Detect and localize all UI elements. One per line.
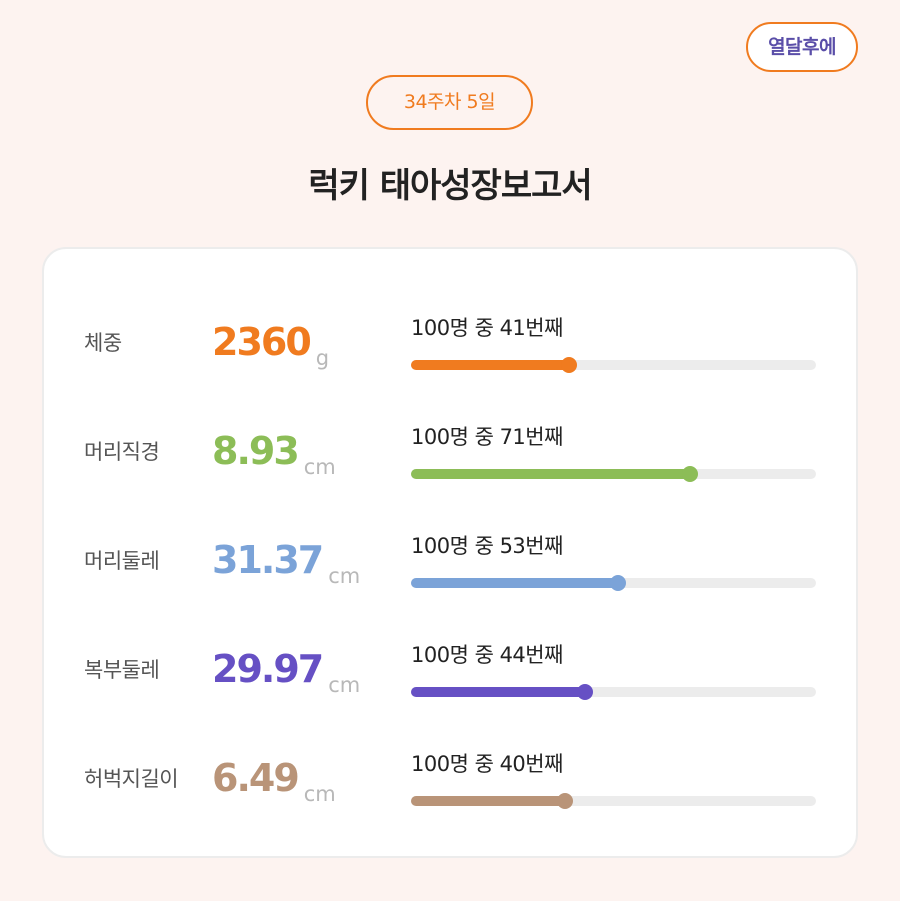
percentile-bar: [411, 466, 816, 482]
metric-row-head-circumference: 머리둘레 31.37 cm 100명 중 53번째: [44, 530, 856, 591]
metric-value: 8.93: [212, 429, 300, 473]
metric-rank-text: 100명 중 44번째: [411, 643, 563, 667]
percentile-bar: [411, 357, 816, 373]
metric-value: 6.49: [212, 756, 300, 800]
metric-label: 머리직경: [84, 440, 160, 464]
percentile-bar: [411, 684, 816, 700]
metric-rank-text: 100명 중 41번째: [411, 316, 563, 340]
metric-value: 2360: [212, 320, 312, 364]
percentile-marker: [609, 575, 626, 591]
metric-value-group: 29.97 cm: [212, 645, 360, 697]
metric-rank-text: 100명 중 40번째: [411, 752, 563, 776]
percentile-bar-fill: [411, 687, 586, 697]
metric-row-abdominal-circumference: 복부둘레 29.97 cm 100명 중 44번째: [44, 639, 856, 700]
page-title: 럭키 태아성장보고서: [308, 166, 592, 206]
metric-unit: g: [315, 346, 330, 370]
metric-value: 31.37: [212, 538, 324, 582]
metric-unit: cm: [328, 564, 361, 588]
metric-value-group: 6.49 cm: [212, 754, 336, 806]
percentile-marker: [577, 684, 594, 700]
metric-value: 29.97: [212, 647, 324, 691]
growth-report-card: 체중 2360 g 100명 중 41번째 머리직경 8.93 cm 100명 중 …: [42, 247, 858, 858]
metric-value-group: 2360 g: [212, 318, 329, 370]
metric-row-weight: 체중 2360 g 100명 중 41번째: [44, 312, 856, 373]
metric-label: 복부둘레: [84, 658, 160, 682]
percentile-bar: [411, 575, 816, 591]
percentile-marker: [560, 357, 577, 373]
percentile-bar-fill: [411, 469, 691, 479]
after-ten-months-button[interactable]: 열달후에: [746, 22, 858, 72]
percentile-bar-fill: [411, 360, 569, 370]
metric-value-group: 8.93 cm: [212, 427, 336, 479]
metric-unit: cm: [303, 455, 336, 479]
week-day-badge: 34주차 5일: [366, 75, 533, 130]
percentile-bar: [411, 793, 816, 809]
metric-rank-text: 100명 중 53번째: [411, 534, 563, 558]
metric-label: 체중: [84, 331, 122, 355]
percentile-bar-fill: [411, 578, 618, 588]
percentile-marker: [556, 793, 573, 809]
metric-row-head-diameter: 머리직경 8.93 cm 100명 중 71번째: [44, 421, 856, 482]
metric-label: 허벅지길이: [84, 767, 179, 791]
percentile-marker: [682, 466, 699, 482]
metric-unit: cm: [303, 782, 336, 806]
metric-unit: cm: [328, 673, 361, 697]
metric-row-femur-length: 허벅지길이 6.49 cm 100명 중 40번째: [44, 748, 856, 809]
percentile-bar-fill: [411, 796, 565, 806]
metric-value-group: 31.37 cm: [212, 536, 360, 588]
metric-rank-text: 100명 중 71번째: [411, 425, 563, 449]
metric-label: 머리둘레: [84, 549, 160, 573]
